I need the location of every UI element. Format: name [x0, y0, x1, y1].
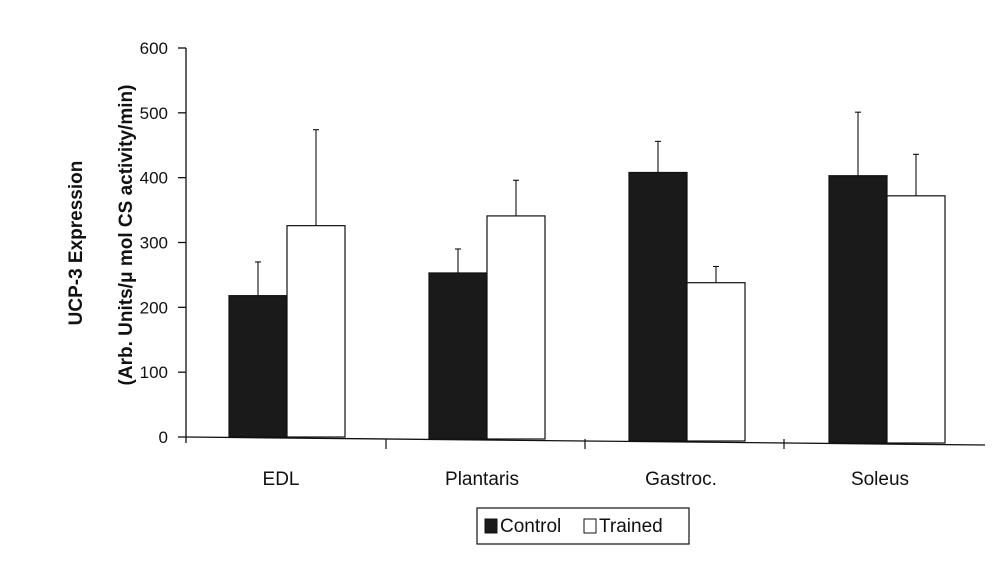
bar-trained-gastroc: [686, 282, 746, 442]
x-category-label: EDL: [263, 469, 300, 490]
bar-trained-soleus: [886, 195, 946, 444]
bar-trained-plantaris: [486, 215, 546, 440]
bar-trained-edl: [286, 225, 346, 438]
y-axis-label-line2: (Arb. Units/μ mol CS activity/min): [116, 85, 137, 386]
y-tick-label: 300: [140, 234, 168, 253]
y-tick-label: 400: [140, 169, 168, 188]
legend-label-trained: Trained: [599, 516, 663, 537]
bar-control-plantaris: [428, 272, 488, 440]
legend-swatch-trained: [583, 518, 597, 534]
x-category-label: Gastroc.: [645, 469, 717, 490]
y-axis-label-line1: UCP-3 Expression: [66, 161, 87, 326]
bars: [228, 171, 946, 444]
y-tick-label: 500: [140, 104, 168, 123]
y-tick-label: 0: [159, 428, 168, 447]
bar-control-gastroc: [628, 171, 688, 442]
x-category-label: Soleus: [851, 469, 909, 490]
x-axis: EDL Plantaris Gastroc. Soleus: [185, 436, 986, 490]
y-tick-label: 200: [140, 298, 168, 317]
legend-box: [476, 507, 690, 545]
x-category-label: Plantaris: [445, 469, 519, 490]
error-bars: [255, 111, 919, 296]
bar-control-soleus: [828, 175, 888, 444]
bar-control-edl: [228, 295, 288, 438]
legend-swatch-control: [484, 518, 498, 534]
y-axis: 0 100 200 300 400 500 600: [140, 39, 187, 447]
legend-label-control: Control: [500, 516, 561, 537]
legend: Control Trained: [476, 507, 690, 545]
y-axis-title: UCP-3 Expression (Arb. Units/μ mol CS ac…: [66, 85, 137, 386]
y-tick-label: 600: [140, 39, 168, 58]
y-tick-label: 100: [140, 363, 168, 382]
